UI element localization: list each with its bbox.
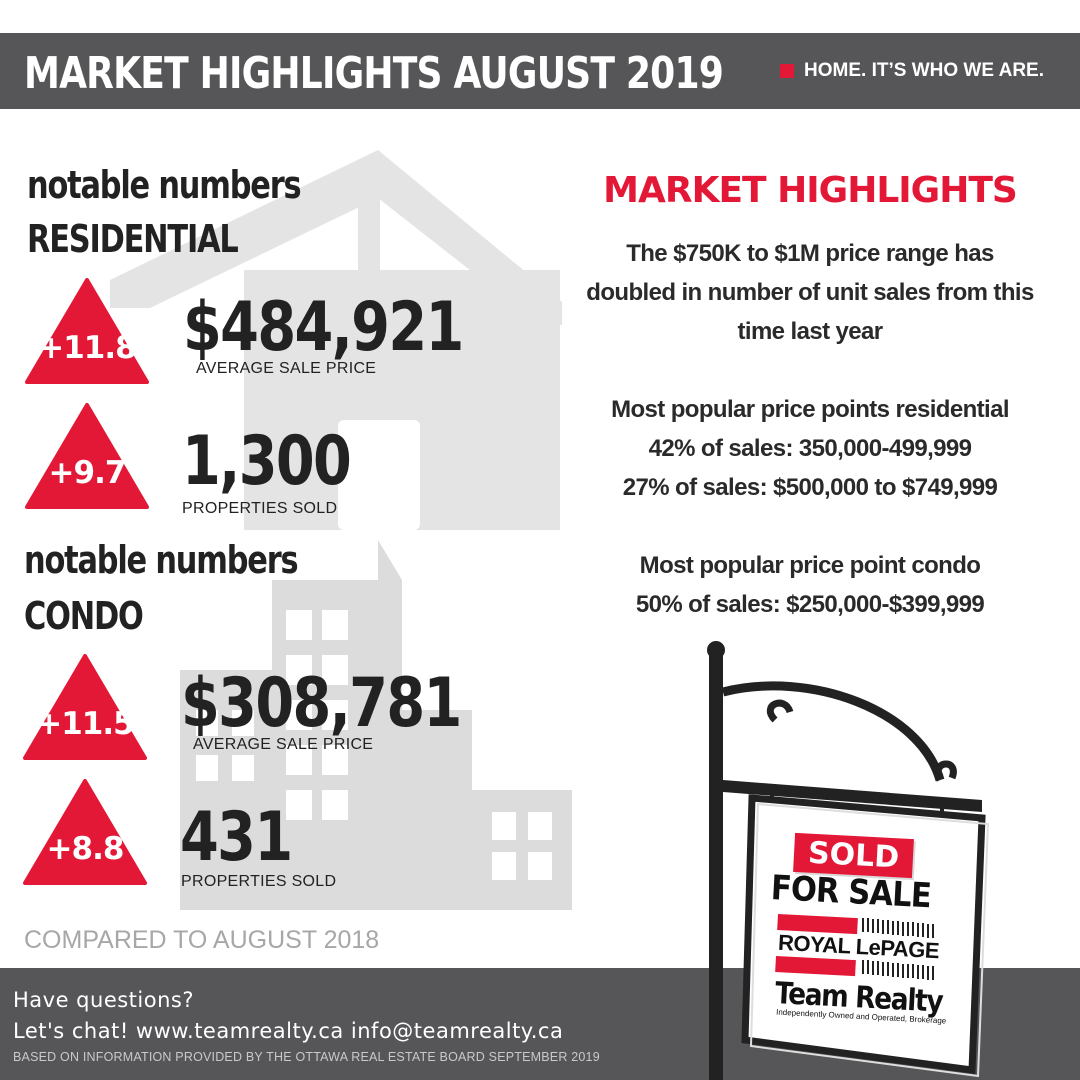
footer-source: BASED ON INFORMATION PROVIDED BY THE OTT… [13,1050,600,1064]
highlight-line: Most popular price points residential [611,396,1009,423]
house-building-illustration [110,150,572,910]
residential-properties-sold: 1,300 [182,422,352,501]
up-triangle-icon [25,278,149,384]
residential-properties-sold-label: PROPERTIES SOLD [182,500,338,517]
condo-properties-sold: 431 [180,798,293,877]
residential-heading-line1: notable numbers [27,163,302,207]
up-triangle-icon [23,654,147,760]
highlight-line: 27% of sales: $500,000 to $749,999 [622,474,998,501]
residential-sold-change-badge: +9.7 [25,403,149,511]
condo-heading-line1: notable numbers [24,538,299,582]
condo-sold-change: +8.8 [46,831,125,867]
residential-average-price-label: AVERAGE SALE PRICE [196,360,377,377]
sold-banner: SOLD [793,832,915,879]
condo-heading-line2: CONDO [24,594,144,638]
highlight-line: 50% of sales: $250,000-$399,999 [635,591,985,618]
residential-price-change-badge: +11.8 [25,278,149,386]
header-bar: MARKET HIGHLIGHTS AUGUST 2019 HOME. IT’S… [0,33,1080,109]
highlight-line: doubled in number of unit sales from thi… [586,279,1034,306]
condo-properties-sold-label: PROPERTIES SOLD [181,873,337,890]
highlight-line: The $750K to $1M price range has [626,240,994,267]
condo-price-change: +11.5 [36,706,134,742]
red-square-icon [780,64,795,78]
highlight-line: 42% of sales: 350,000-499,999 [648,435,972,462]
condo-average-price: $308,781 [181,664,462,743]
up-triangle-icon [23,779,147,885]
highlights-title: MARKET HIGHLIGHTS [603,170,1018,211]
residential-sold-change: +9.7 [48,455,127,491]
up-triangle-icon [25,403,149,509]
sold-sign: FOR SALE SOLD ROYAL LePAGE Team Realty I… [690,640,990,1080]
highlight-line: Most popular price point condo [639,552,981,579]
condo-price-change-badge: +11.5 [23,654,147,762]
residential-price-change: +11.8 [38,330,136,366]
highlight-line: time last year [737,318,883,345]
condo-average-price-label: AVERAGE SALE PRICE [193,736,374,753]
comparison-note: COMPARED TO AUGUST 2018 [24,926,380,954]
residential-heading-line2: RESIDENTIAL [27,217,239,261]
condo-sold-change-badge: +8.8 [23,779,147,887]
tagline: HOME. IT’S WHO WE ARE. [780,33,1044,109]
footer-contact[interactable]: Let's chat! www.teamrealty.ca info@teamr… [13,1019,564,1043]
footer-question: Have questions? [13,988,194,1012]
tagline-text: HOME. IT’S WHO WE ARE. [804,60,1044,81]
page-title: MARKET HIGHLIGHTS AUGUST 2019 [24,48,724,99]
residential-average-price: $484,921 [183,288,464,367]
